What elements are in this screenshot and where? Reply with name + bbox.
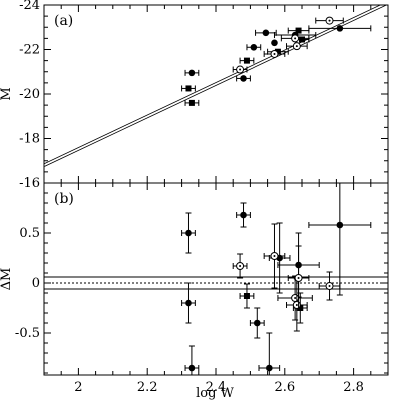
data-point <box>258 332 281 375</box>
data-point <box>255 29 277 37</box>
filled-square-marker <box>185 85 192 92</box>
y-axis-label: ΔM <box>0 268 14 291</box>
plot-frame <box>43 182 389 376</box>
filled-circle-marker <box>185 299 192 307</box>
open-circle-center-dot <box>239 68 242 71</box>
open-circle-center-dot <box>295 304 298 306</box>
data-point <box>181 85 196 92</box>
filled-circle-marker <box>262 29 270 37</box>
y-tick-label: 0.5 <box>19 226 40 241</box>
data-point <box>184 345 200 375</box>
data-point <box>315 16 344 25</box>
data-point <box>277 275 313 321</box>
data-point <box>181 282 196 324</box>
data-point <box>263 223 286 289</box>
filled-circle-marker <box>250 43 258 51</box>
data-point <box>239 57 255 64</box>
x-axis-label: log W <box>196 386 234 401</box>
data-point <box>184 99 200 106</box>
data-point <box>308 25 372 32</box>
data-point <box>232 253 248 279</box>
open-circle-center-dot <box>273 52 276 55</box>
panel-label: (a) <box>54 13 73 29</box>
panel-b: 2 2.2 2.4 2.6 2.8 0.5 0 -0.5 ΔM (b) <box>0 182 389 395</box>
filled-square-marker <box>295 27 302 34</box>
filled-square-marker <box>243 57 250 64</box>
filled-circle-marker <box>185 229 192 237</box>
filled-circle-marker <box>240 75 247 82</box>
filled-circle-marker <box>336 25 344 32</box>
open-circle-center-dot <box>297 277 300 279</box>
plot-area <box>44 183 388 375</box>
data-point <box>246 43 262 51</box>
filled-circle-marker <box>188 364 196 372</box>
data-point <box>239 283 255 309</box>
data-point <box>263 49 286 58</box>
open-circle-center-dot <box>294 297 297 299</box>
data-point <box>280 34 310 43</box>
open-circle-center-dot <box>294 37 297 40</box>
data-point <box>236 202 251 228</box>
fit-line <box>44 5 388 167</box>
y-tick-label: -22 <box>19 43 40 58</box>
y-tick-label: 0 <box>32 276 40 291</box>
data-point <box>236 75 251 82</box>
filled-circle-marker <box>253 319 261 327</box>
filled-square-marker <box>299 36 305 43</box>
open-circle-center-dot <box>273 255 276 257</box>
y-tick-label: -24 <box>19 0 40 13</box>
y-tick-label: -20 <box>19 87 40 102</box>
data-point <box>184 69 200 77</box>
data-point <box>286 42 308 51</box>
data-point <box>308 183 372 296</box>
x-tick-label: 2.4 <box>206 380 227 395</box>
open-circle-center-dot <box>295 45 298 48</box>
plot-area <box>44 5 388 167</box>
filled-circle-marker <box>266 364 273 372</box>
x-tick-label: 2.6 <box>274 380 295 395</box>
open-circle-center-dot <box>328 285 331 287</box>
open-circle-center-dot <box>328 19 331 22</box>
data-point <box>181 212 196 254</box>
data-point <box>287 27 310 34</box>
x-tick-label: 2 <box>74 380 82 395</box>
filled-square-marker <box>188 99 195 106</box>
filled-circle-marker <box>336 221 344 229</box>
y-tick-label: -18 <box>19 132 40 147</box>
data-point <box>287 245 310 311</box>
filled-square-marker <box>274 48 281 55</box>
y-tick-label: -0.5 <box>15 326 40 341</box>
y-axis-label: M <box>0 87 14 100</box>
data-point <box>318 271 341 301</box>
data-point <box>249 307 265 339</box>
filled-circle-marker <box>271 39 278 47</box>
x-tick-label: 2.2 <box>137 380 158 395</box>
data-point <box>271 39 278 47</box>
x-tick-label: 2.8 <box>343 380 364 395</box>
panel-label: (b) <box>54 191 74 207</box>
data-point <box>286 278 308 332</box>
filled-circle-marker <box>188 69 196 77</box>
panel-a: -24 -22 -20 -18 -16 M (a) <box>0 0 389 191</box>
open-circle-center-dot <box>239 265 242 267</box>
data-point <box>232 65 248 74</box>
filled-square-marker <box>297 305 304 311</box>
plot-frame <box>43 4 389 184</box>
y-tick-label: -16 <box>19 176 40 191</box>
fit-line <box>44 5 382 165</box>
filled-square-marker <box>243 293 250 299</box>
filled-circle-marker <box>240 211 247 219</box>
